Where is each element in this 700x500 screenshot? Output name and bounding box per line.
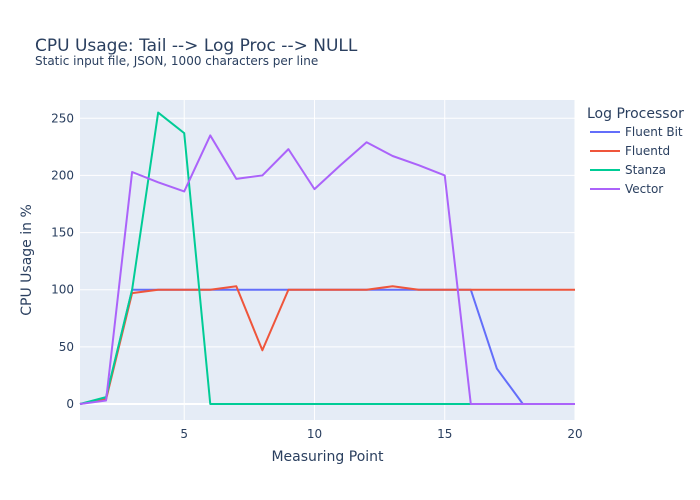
plot-area [80,100,575,420]
legend-item-fluentd[interactable]: Fluentd [590,144,670,158]
legend-item-vector[interactable]: Vector [590,182,663,196]
x-tick-label: 5 [180,427,188,441]
x-tick-label: 10 [307,427,322,441]
y-tick-label: 0 [66,397,74,411]
y-tick-label: 100 [51,283,74,297]
x-axis-ticks: 5 10 15 20 [180,427,582,441]
y-axis-label: CPU Usage in % [19,204,35,316]
legend-label: Stanza [625,163,666,177]
y-tick-label: 250 [51,111,74,125]
y-tick-label: 200 [51,168,74,182]
y-tick-label: 50 [59,340,74,354]
legend[interactable]: Fluent Bit Fluentd Stanza Vector [590,125,683,196]
series-lines [79,111,575,405]
y-axis-ticks: 0 50 100 150 200 250 [51,111,74,411]
y-tick-label: 150 [51,226,74,240]
legend-label: Vector [625,182,663,196]
legend-label: Fluentd [625,144,670,158]
x-tick-label: 20 [567,427,582,441]
legend-label: Fluent Bit [625,125,683,139]
legend-item-stanza[interactable]: Stanza [590,163,666,177]
legend-item-fluent-bit[interactable]: Fluent Bit [590,125,683,139]
chart-title: CPU Usage: Tail --> Log Proc --> NULL [35,36,358,56]
legend-title: Log Processor [587,106,684,122]
chart-subtitle: Static input file, JSON, 1000 characters… [35,54,318,68]
series-line-vector [79,134,575,405]
series-line-fluentd [79,285,575,405]
x-tick-label: 15 [437,427,452,441]
x-axis-label: Measuring Point [271,449,384,465]
